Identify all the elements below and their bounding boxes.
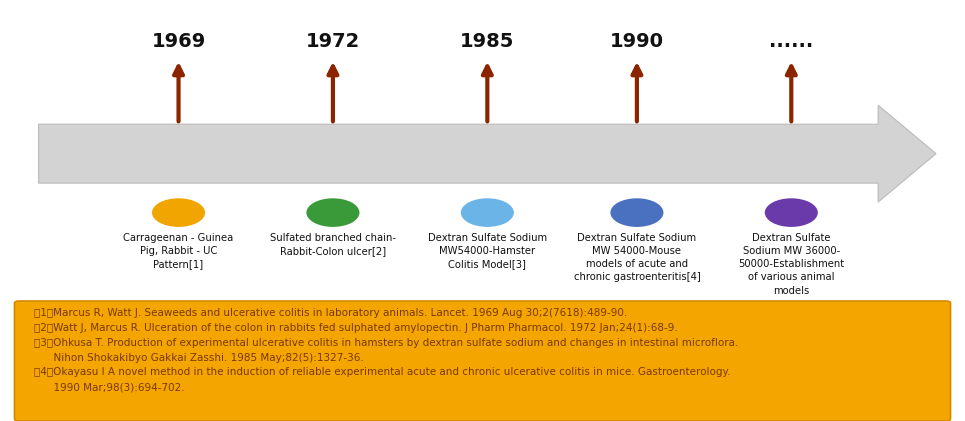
FancyBboxPatch shape [14,301,951,421]
Polygon shape [39,105,936,202]
Text: Dextran Sulfate Sodium
MW 54000-Mouse
models of acute and
chronic gastroenteriti: Dextran Sulfate Sodium MW 54000-Mouse mo… [573,233,701,282]
Text: 1972: 1972 [306,32,360,51]
Ellipse shape [764,198,817,227]
Text: 1969: 1969 [152,32,206,51]
Text: 1990: 1990 [610,32,664,51]
Ellipse shape [610,198,664,227]
Text: 1985: 1985 [460,32,514,51]
Text: Dextran Sulfate
Sodium MW 36000-
50000-Establishment
of various animal
models: Dextran Sulfate Sodium MW 36000- 50000-E… [738,233,844,296]
Text: Dextran Sulfate Sodium
MW54000-Hamster
Colitis Model[3]: Dextran Sulfate Sodium MW54000-Hamster C… [427,233,547,269]
Text: ......: ...... [769,32,813,51]
Ellipse shape [460,198,513,227]
Ellipse shape [152,198,205,227]
Text: 【1】Marcus R, Watt J. Seaweeds and ulcerative colitis in laboratory animals. Lanc: 【1】Marcus R, Watt J. Seaweeds and ulcera… [34,308,738,392]
Text: Sulfated branched chain-
Rabbit-Colon ulcer[2]: Sulfated branched chain- Rabbit-Colon ul… [270,233,396,256]
Ellipse shape [306,198,359,227]
Text: Carrageenan - Guinea
Pig, Rabbit - UC
Pattern[1]: Carrageenan - Guinea Pig, Rabbit - UC Pa… [124,233,234,269]
